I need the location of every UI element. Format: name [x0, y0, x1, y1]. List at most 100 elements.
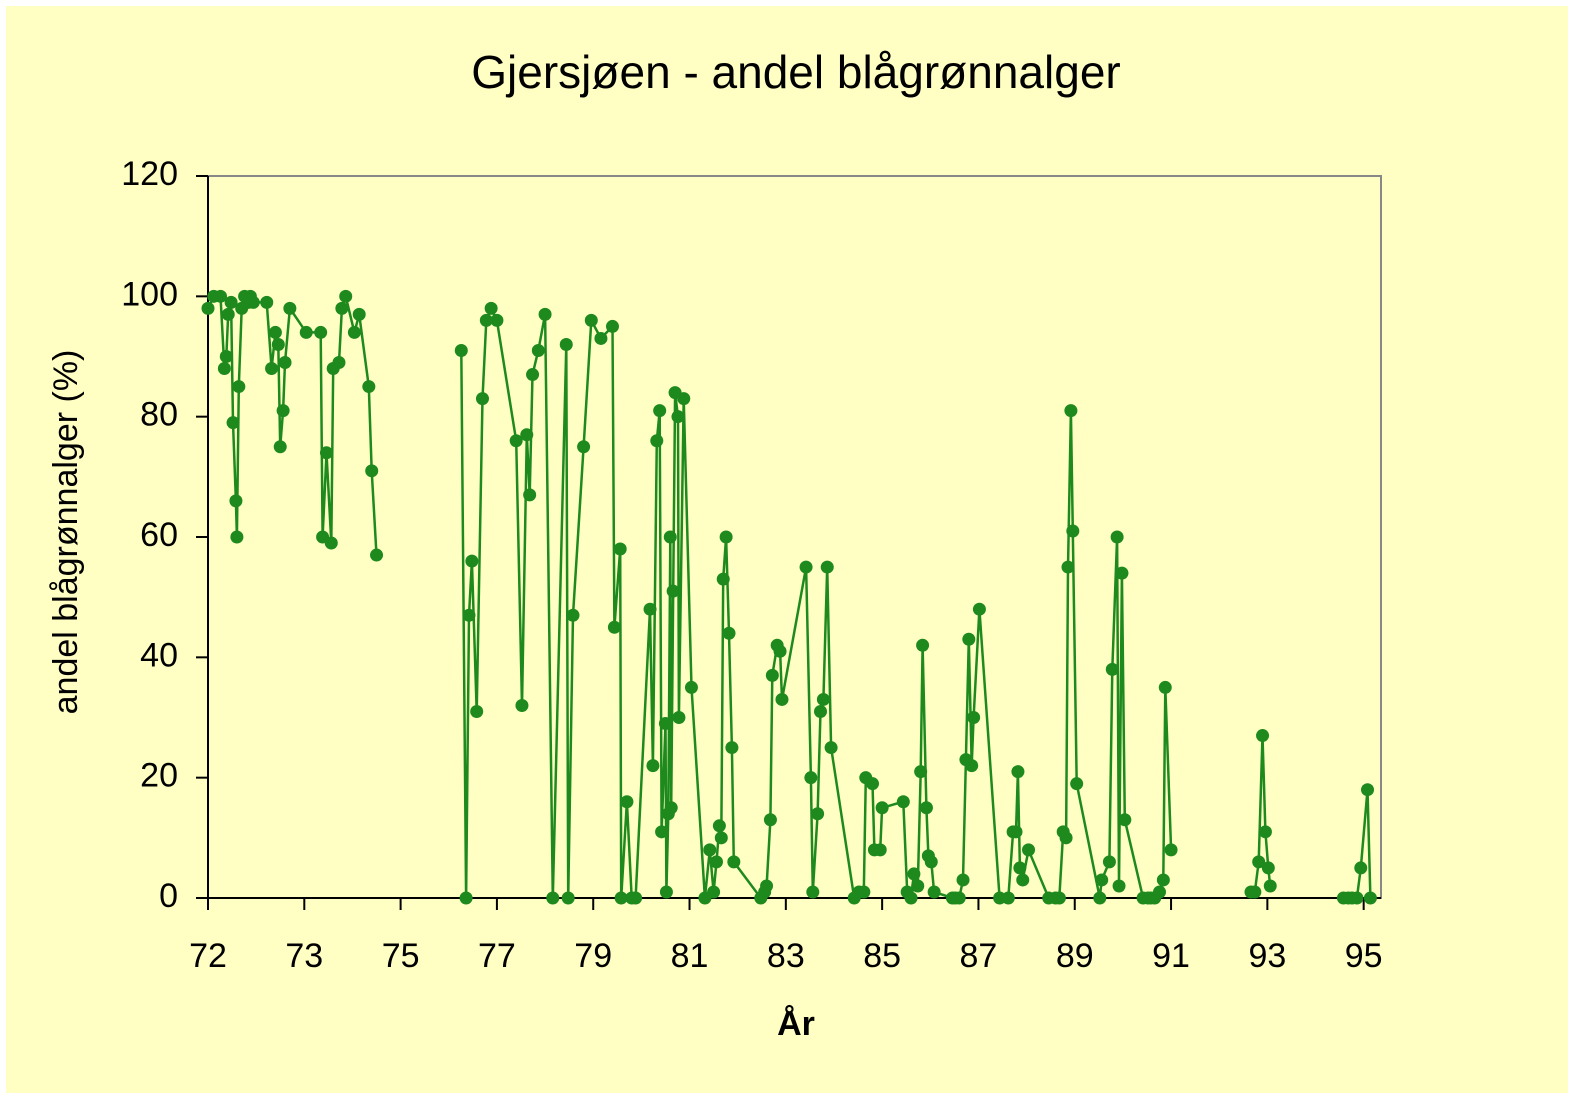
data-point	[1009, 825, 1023, 839]
data-point	[716, 572, 730, 586]
data-point	[335, 301, 349, 315]
data-point	[1115, 566, 1129, 580]
data-point	[727, 855, 741, 869]
data-point	[520, 428, 534, 442]
x-tick-label: 95	[1345, 937, 1383, 975]
data-point	[526, 368, 540, 382]
data-point	[629, 891, 643, 905]
x-tick-label: 77	[478, 937, 516, 975]
data-point	[919, 801, 933, 815]
data-point	[1095, 873, 1109, 887]
data-point	[811, 807, 825, 821]
data-point	[1252, 855, 1266, 869]
data-point	[214, 289, 228, 303]
data-point	[260, 295, 274, 309]
data-point	[857, 885, 871, 899]
data-point	[1112, 879, 1126, 893]
data-point	[546, 891, 560, 905]
data-point	[1059, 831, 1073, 845]
y-tick-label: 120	[121, 155, 178, 193]
data-point	[709, 855, 723, 869]
data-point	[1258, 825, 1272, 839]
data-point	[1261, 861, 1275, 875]
data-point	[1354, 861, 1368, 875]
data-point	[1256, 729, 1270, 743]
data-point	[1052, 891, 1066, 905]
data-point	[965, 759, 979, 773]
data-point	[594, 331, 608, 345]
data-point	[666, 584, 680, 598]
data-point	[479, 313, 493, 327]
x-tick-label: 89	[1056, 937, 1094, 975]
data-point	[1022, 843, 1036, 857]
data-point	[324, 536, 338, 550]
data-point	[319, 446, 333, 460]
data-point	[246, 295, 260, 309]
data-point	[1363, 891, 1377, 905]
data-point	[927, 885, 941, 899]
data-point	[873, 843, 887, 857]
data-point	[1164, 843, 1178, 857]
y-tick-label: 100	[121, 275, 178, 313]
data-point	[672, 711, 686, 724]
x-tick-label: 75	[382, 937, 420, 975]
data-point	[605, 319, 619, 333]
data-point	[561, 891, 575, 905]
data-point	[875, 801, 889, 815]
data-point	[806, 885, 820, 899]
data-point	[230, 530, 244, 544]
data-point	[646, 759, 660, 773]
data-point	[365, 464, 379, 478]
data-point	[271, 337, 285, 351]
data-point	[707, 885, 721, 899]
data-point	[1093, 891, 1107, 905]
data-point	[712, 819, 726, 833]
background	[6, 6, 1568, 1093]
x-tick-label: 83	[767, 937, 805, 975]
y-tick-label: 40	[140, 636, 178, 674]
data-point	[531, 343, 545, 357]
data-point	[352, 307, 366, 321]
data-point	[664, 801, 678, 815]
data-point	[276, 404, 290, 418]
data-point	[896, 795, 910, 809]
data-point	[465, 554, 479, 568]
data-point	[1118, 813, 1132, 827]
x-tick-label: 81	[671, 937, 709, 975]
data-point	[1011, 765, 1025, 779]
y-tick-label: 20	[140, 757, 178, 795]
data-point	[584, 313, 598, 327]
data-point	[577, 440, 591, 454]
data-point	[613, 542, 627, 556]
x-tick-label: 87	[960, 937, 998, 975]
data-point	[523, 488, 537, 502]
data-point	[684, 680, 698, 694]
data-point	[221, 307, 235, 321]
x-tick-label: 73	[285, 937, 323, 975]
data-point	[719, 530, 733, 544]
data-point	[804, 771, 818, 785]
data-point	[956, 873, 970, 887]
data-point	[799, 560, 813, 574]
data-point	[972, 602, 986, 616]
data-point	[725, 741, 739, 755]
data-point	[775, 692, 789, 706]
data-point	[1016, 873, 1030, 887]
data-point	[1066, 524, 1080, 538]
data-point	[703, 843, 717, 857]
data-point	[1350, 891, 1364, 905]
data-point	[1158, 680, 1172, 694]
data-point	[1156, 873, 1170, 887]
data-point	[362, 380, 376, 394]
data-point	[559, 337, 573, 351]
data-point	[907, 867, 921, 881]
x-tick-label: 91	[1152, 937, 1190, 975]
y-axis-label: andel blågrønnalger (%)	[47, 350, 85, 715]
data-point	[1061, 560, 1075, 574]
data-point	[677, 392, 691, 406]
data-point	[1070, 777, 1084, 791]
data-point	[952, 891, 966, 905]
y-tick-label: 60	[140, 516, 178, 554]
data-point	[904, 891, 918, 905]
data-point	[866, 777, 880, 791]
